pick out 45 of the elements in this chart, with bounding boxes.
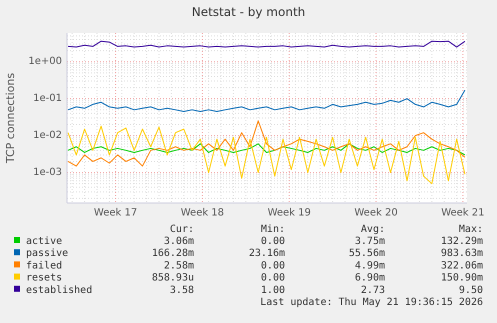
y-axis-title: TCP connections [4, 72, 17, 164]
y-tick-label: 1e-01 [33, 93, 62, 104]
text: 3.06m [164, 236, 194, 247]
text: Min: [260, 224, 285, 235]
text: 0.00 [260, 236, 285, 247]
text: Cur: [170, 224, 194, 235]
legend-label: failed [26, 260, 62, 272]
line-series [68, 90, 466, 112]
text: 0.00 [260, 272, 285, 284]
text: 132.29m [440, 236, 483, 247]
y-tick-label: 1e-02 [33, 130, 62, 142]
legend-label: established [26, 284, 92, 296]
text: 9.50 [458, 284, 483, 296]
y-tick-label: 1e+00 [28, 56, 62, 68]
text: 166.28m [152, 248, 194, 260]
text: Last update: Thu May 21 19:36:15 2026 [260, 297, 483, 308]
x-tick-label: Week 19 [268, 208, 311, 218]
text: 6.90m [354, 272, 385, 284]
text: 4.99m [354, 260, 385, 272]
text: 23.16m [248, 248, 285, 260]
x-tick-label: Week 18 [180, 208, 224, 218]
x-tick-label: Week 17 [94, 208, 138, 218]
text: 0.00 [260, 260, 285, 272]
legend-label: resets [26, 272, 62, 284]
text: 3.75m [354, 236, 385, 247]
text: 983.63m [440, 248, 483, 260]
line-series [68, 120, 466, 167]
chart-title: Netstat - by month [192, 5, 306, 19]
text: 150.90m [440, 272, 483, 284]
line-series [68, 126, 466, 184]
legend-label: passive [26, 248, 68, 260]
line-series [68, 143, 466, 156]
text: Max: [458, 224, 483, 235]
legend-label: active [26, 236, 62, 247]
text: 1.00 [260, 284, 285, 296]
text: 3.58 [170, 284, 194, 296]
text: 858.93u [152, 272, 194, 284]
text: Avg: [360, 224, 385, 235]
text: 55.56m [348, 248, 385, 260]
y-tick-label: 1e-03 [33, 167, 62, 178]
x-tick-label: Week 21 [441, 208, 485, 218]
x-tick-label: Week 20 [354, 208, 398, 218]
text: 2.58m [164, 260, 194, 272]
text: 2.73 [360, 284, 385, 296]
text: 322.06m [440, 260, 483, 272]
